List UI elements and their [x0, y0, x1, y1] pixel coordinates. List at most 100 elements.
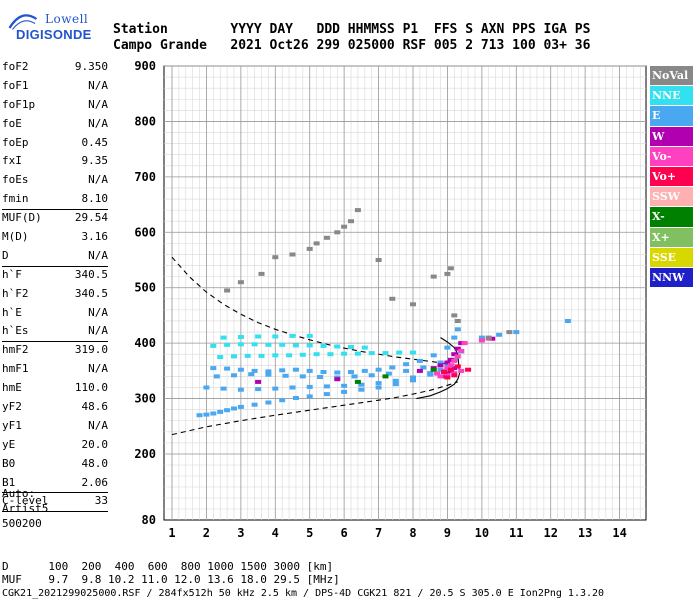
data-point-nne [306, 343, 313, 348]
param-value: 9.35 [81, 154, 109, 168]
param-label: hmE [2, 381, 22, 395]
direction-legend: NoVal NNE E W Vo- Vo+ SSW X- X+ SSE NNW [650, 66, 693, 288]
param-label: foE [2, 116, 22, 130]
auto-label: Auto: [2, 487, 36, 500]
auto-artist: Artist5 [2, 502, 49, 515]
data-point-e [351, 374, 358, 379]
curve-dashed-lower [171, 381, 458, 436]
data-point-e [451, 335, 458, 340]
x-tick-label: 14 [612, 526, 626, 540]
data-point-noval [224, 288, 231, 293]
auto-code: 500200 [2, 517, 42, 530]
data-point-e [248, 372, 255, 377]
param-separator [2, 341, 108, 343]
data-point-e [292, 396, 299, 400]
x-tick-label: 6 [341, 526, 348, 540]
data-point-vo- [478, 338, 485, 343]
data-point-e [306, 368, 313, 373]
param-row: yF1 N/A [2, 417, 108, 436]
legend-item-noval: NoVal [650, 66, 693, 86]
data-point-nne [224, 342, 231, 347]
data-point-e [203, 385, 210, 390]
data-point-vo- [434, 371, 441, 376]
data-point-e [437, 367, 444, 372]
data-point-x- [382, 374, 389, 379]
data-point-w [437, 363, 444, 368]
legend-item-w: W [650, 126, 693, 146]
param-row: h`F2 340.5 [2, 285, 108, 304]
data-point-vo- [454, 364, 461, 369]
data-point-e [306, 384, 313, 389]
legend-item-sse: SSE [650, 247, 693, 267]
logo-digisonde-text: DIGISONDE [16, 27, 92, 42]
data-point-e [430, 353, 437, 358]
param-value: 9.350 [74, 60, 108, 73]
legend-item-vo-: Vo+ [650, 166, 693, 187]
param-row: yE 20.0 [2, 436, 108, 455]
param-row: B0 48.0 [2, 455, 108, 474]
data-point-e [279, 398, 286, 403]
data-point-e [265, 372, 272, 377]
param-value: 110.0 [74, 381, 108, 395]
data-point-nne [210, 343, 217, 348]
data-point-nne [292, 343, 299, 348]
data-point-vo- [458, 368, 465, 373]
data-point-nne [382, 351, 389, 356]
data-point-w [334, 377, 341, 382]
param-row: foF2 9.350 [2, 58, 108, 77]
data-point-vo- [451, 373, 458, 378]
param-label: B0 [2, 456, 16, 470]
data-point-nne [354, 351, 361, 356]
data-point-e [392, 382, 399, 387]
data-point-e [427, 371, 434, 376]
data-point-nne [231, 354, 237, 359]
data-point-noval [272, 255, 279, 260]
data-point-e [231, 406, 237, 411]
data-point-e [513, 330, 520, 335]
param-label: yF2 [2, 400, 22, 414]
param-value: N/A [88, 305, 108, 319]
data-point-noval [323, 235, 330, 240]
data-point-nne [341, 351, 348, 356]
param-row: fmin 8.10 [2, 190, 108, 209]
data-point-e [416, 358, 423, 363]
data-point-noval [354, 208, 361, 213]
data-point-x- [354, 379, 361, 384]
data-point-nne [327, 352, 334, 357]
data-point-nne [251, 342, 258, 347]
data-point-vo- [441, 370, 447, 374]
data-point-e [282, 373, 289, 378]
param-label: h`F2 [2, 286, 29, 300]
data-point-vo- [461, 341, 468, 346]
param-value: N/A [88, 97, 108, 111]
data-point-e [375, 367, 382, 372]
param-row: yF2 48.6 [2, 398, 108, 417]
data-point-e [203, 412, 210, 417]
x-tick-label: 2 [203, 526, 210, 540]
data-point-e [323, 384, 330, 389]
data-point-w [454, 346, 461, 351]
logo-lowell-text: Lowell [45, 12, 89, 26]
file-info-row: CGK21_2021299025000.RSF / 284fx512h 50 k… [2, 588, 605, 599]
data-point-nne [265, 342, 272, 347]
x-tick-label: 10 [475, 526, 489, 540]
data-point-vo- [447, 363, 454, 368]
legend-item-x-: X+ [650, 227, 693, 247]
data-point-vo- [454, 354, 461, 359]
data-point-e [255, 387, 262, 392]
param-row: foF1 N/A [2, 77, 108, 96]
data-point-e [265, 400, 272, 405]
data-point-nne [361, 345, 368, 350]
curve-dashed-upper [171, 256, 455, 365]
data-point-vo- [447, 367, 454, 372]
data-point-e [410, 378, 416, 383]
param-value: 48.6 [81, 400, 109, 414]
param-row: foEs N/A [2, 171, 108, 190]
data-point-e [220, 386, 227, 391]
y-tick-label: 600 [134, 225, 156, 239]
data-point-e [358, 382, 365, 387]
x-tick-label: 4 [272, 526, 279, 540]
param-value: N/A [88, 78, 108, 92]
x-tick-label: 12 [543, 526, 557, 540]
data-point-noval [430, 274, 437, 279]
